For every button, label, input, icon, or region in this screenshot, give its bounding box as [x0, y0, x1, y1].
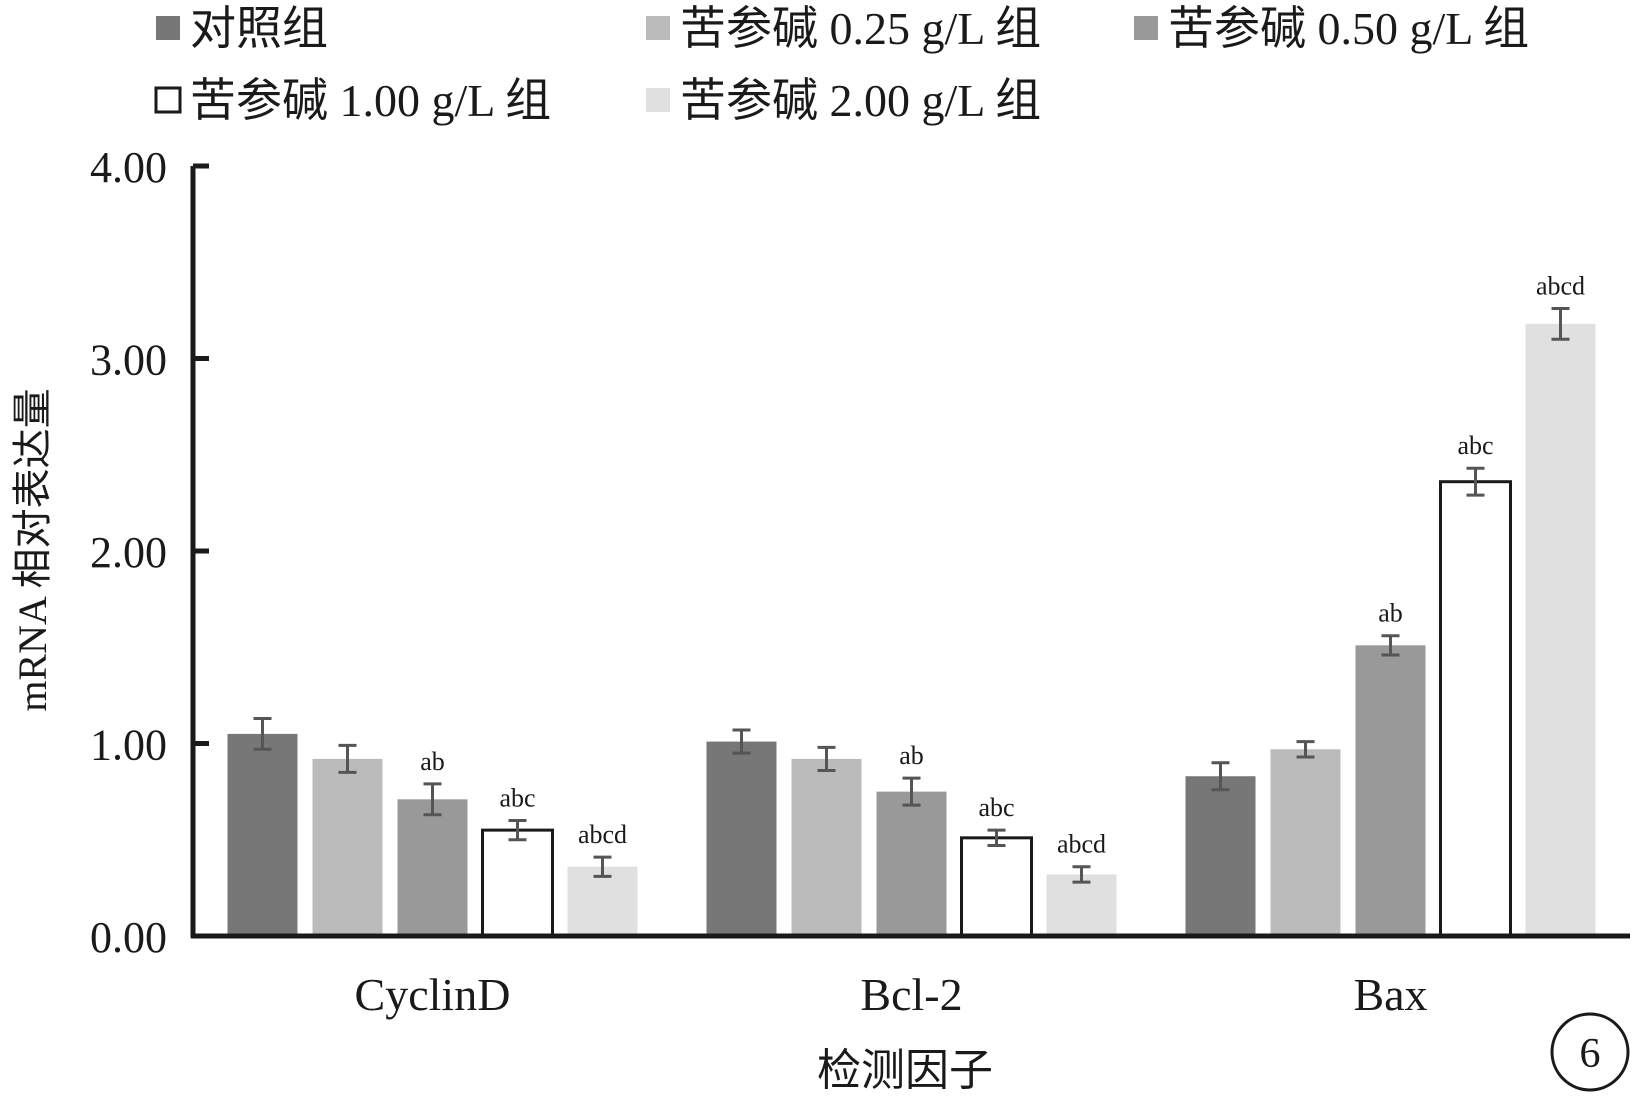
bar: [481, 828, 554, 938]
y-tick-label: 0.00: [90, 913, 167, 962]
figure-number: 6: [1580, 1031, 1601, 1077]
x-axis-label: 检测因子: [817, 1046, 993, 1095]
x-tick-label: Bax: [1353, 969, 1427, 1020]
bar: [1270, 749, 1341, 936]
x-axis: CyclinD Bcl-2 Bax: [191, 933, 1630, 1020]
legend-swatch: [154, 86, 182, 114]
legend-label: 苦参碱 1.00 g/L 组: [190, 75, 551, 126]
bar: [1355, 645, 1426, 936]
significance-label: ab: [420, 747, 445, 776]
legend-label: 苦参碱 0.25 g/L 组: [680, 3, 1041, 54]
bar: [397, 799, 468, 936]
significance-label: ab: [899, 741, 924, 770]
significance-label: abcd: [578, 820, 627, 849]
y-tick-label: 1.00: [90, 721, 167, 770]
significance-label: abc: [1457, 431, 1493, 460]
bar: [567, 866, 638, 936]
legend-swatch: [156, 16, 180, 40]
y-axis: 0.00 1.00 2.00 3.00 4.00: [90, 143, 209, 962]
legend-label: 苦参碱 0.50 g/L 组: [1168, 3, 1529, 54]
significance-label: ab: [1378, 599, 1403, 628]
bar: [1525, 323, 1596, 937]
bar: [960, 836, 1033, 938]
bar: [876, 791, 947, 936]
figure-number-badge: 6: [1550, 1012, 1630, 1092]
bar: [1439, 480, 1512, 938]
bar: [706, 741, 777, 936]
significance-label: abc: [499, 784, 535, 813]
legend-swatch: [1134, 16, 1158, 40]
significance-label: abcd: [1057, 830, 1106, 859]
legend-swatch: [646, 16, 670, 40]
significance-label: abc: [978, 793, 1014, 822]
bars-group: ab abc abcd ab abc abcd ab abc abcd: [227, 271, 1596, 938]
y-tick-label: 2.00: [90, 528, 167, 577]
y-tick-label: 3.00: [90, 336, 167, 385]
bar: [1185, 776, 1256, 936]
bar: [312, 758, 383, 936]
y-tick-label: 4.00: [90, 143, 167, 192]
legend-swatch: [646, 88, 670, 112]
bar: [791, 758, 862, 936]
bar: [1046, 874, 1117, 936]
significance-label: abcd: [1536, 271, 1585, 300]
legend-label: 对照组: [190, 3, 328, 54]
x-tick-label: Bcl-2: [860, 969, 962, 1020]
bar: [227, 733, 298, 936]
x-tick-label: CyclinD: [355, 969, 511, 1020]
y-axis-label: mRNA 相对表达量: [10, 388, 55, 711]
legend-label: 苦参碱 2.00 g/L 组: [680, 75, 1041, 126]
